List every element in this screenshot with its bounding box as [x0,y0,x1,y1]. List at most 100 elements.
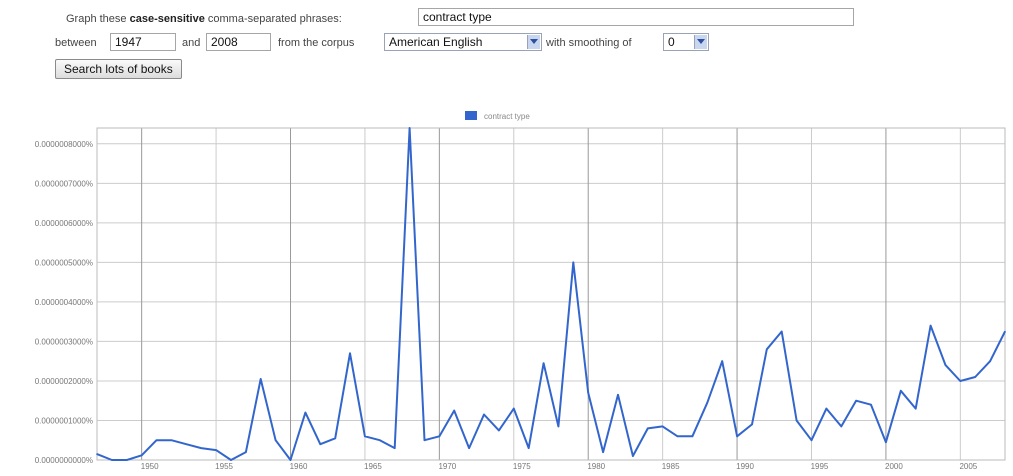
data-point [125,459,128,461]
data-point [840,425,843,428]
data-point [453,409,456,412]
y-tick-label: 0.0000002000% [35,377,93,386]
data-point [230,459,232,461]
corpus-selected-value: American English [389,35,483,49]
x-tick-label: 1955 [215,462,233,471]
case-sensitive-label: case-sensitive [129,13,205,25]
data-point [870,403,872,406]
data-point [542,362,545,364]
between-label: between [55,37,97,49]
data-point [349,352,351,355]
start-year-input[interactable]: 1947 [110,33,176,51]
data-point [200,447,202,449]
chart-axes: 0.0000000000% 0.0000001000% 0.0000002000% 0… [35,140,978,471]
data-point [825,407,828,410]
data-point [602,451,604,453]
series-line-contract-type [96,127,1006,461]
chevron-down-icon[interactable] [527,35,540,49]
data-point [646,427,649,430]
data-point [438,435,441,438]
x-tick-label: 1975 [513,462,531,471]
y-tick-label: 0.0000005000% [35,258,93,267]
corpus-label: from the corpus [278,37,355,49]
data-point [706,401,709,404]
chart-legend: contract type [465,111,530,121]
data-point [527,447,530,449]
data-point [691,435,694,438]
data-point [334,437,336,440]
data-point [423,439,426,442]
data-point [185,443,188,445]
smoothing-selected-value: 0 [668,35,675,49]
data-point [512,407,515,410]
data-point [364,435,366,438]
data-point [557,425,560,428]
y-tick-label: 0.0000007000% [35,179,93,188]
x-tick-label: 2000 [885,462,903,471]
data-point [929,324,932,327]
graph-prefix: Graph these [66,13,127,25]
data-point [572,261,575,264]
x-tick-label: 2005 [959,462,977,471]
x-tick-label: 1995 [811,462,829,471]
ngram-chart: 0.0000000000% 0.0000001000% 0.0000002000% 0… [35,111,1006,471]
data-point [900,390,902,392]
data-point [111,459,113,461]
data-point [751,423,753,426]
data-point [319,443,322,445]
search-button[interactable]: Search lots of books [55,59,182,79]
chart-series [96,127,1006,461]
data-point [96,453,98,455]
smoothing-select[interactable]: 0 [663,33,709,51]
data-point [289,459,292,461]
data-point [259,378,262,380]
data-point [304,411,307,414]
x-tick-label: 1970 [438,462,456,471]
data-point [676,435,679,438]
data-point [810,439,813,442]
data-point [959,380,962,382]
data-point [587,392,590,394]
legend-label: contract type [484,112,530,121]
x-tick-label: 1950 [141,462,159,471]
data-point [661,425,664,428]
x-tick-label: 1960 [290,462,308,471]
data-point [944,364,947,366]
data-point [483,413,485,416]
data-point [155,439,158,442]
data-point [170,439,173,442]
data-point [974,376,977,378]
graph-prompt: Graph these case-sensitive comma-separat… [66,13,342,25]
data-point [736,435,738,438]
corpus-select[interactable]: American English [384,33,542,51]
data-point [468,447,470,449]
data-point [795,419,798,422]
data-point [379,439,381,442]
data-point [140,454,143,457]
data-point [855,399,857,402]
data-point [721,360,723,362]
data-point [914,407,917,410]
data-point [274,439,277,442]
y-tick-label: 0.0000001000% [35,416,93,425]
y-tick-label: 0.0000006000% [35,219,93,228]
plot-border [96,127,1006,461]
phrases-input[interactable]: contract type [418,8,854,26]
data-point [393,447,396,449]
y-tick-label: 0.0000003000% [35,337,93,346]
x-tick-label: 1980 [587,462,605,471]
data-point [1004,330,1006,333]
x-tick-label: 1990 [736,462,754,471]
smoothing-label: with smoothing of [546,37,632,49]
end-year-input[interactable]: 2008 [206,33,271,51]
y-tick-label: 0.0000008000% [35,140,93,149]
data-point [766,348,768,351]
data-point [617,393,619,396]
graph-suffix: comma-separated phrases: [207,13,342,25]
chart-grid [96,127,1006,461]
and-label: and [182,37,201,49]
data-point [780,330,783,333]
chevron-down-icon[interactable] [694,35,707,49]
y-tick-label: 0.0000004000% [35,298,93,307]
legend-swatch [465,111,477,120]
